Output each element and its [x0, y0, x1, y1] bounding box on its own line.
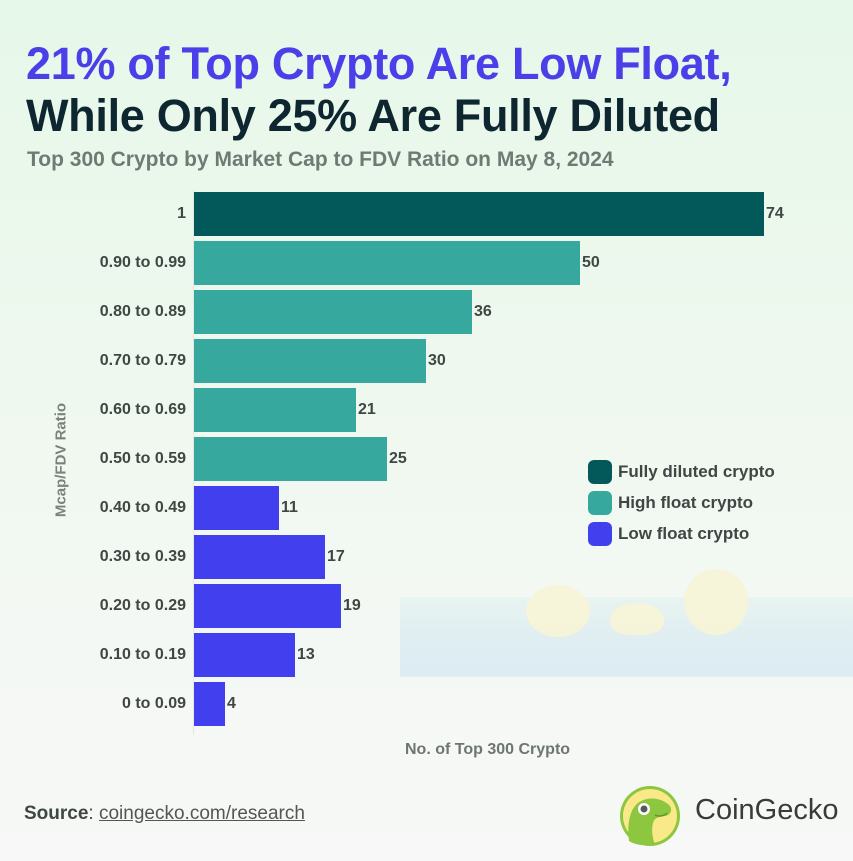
- bar-value: 50: [582, 254, 600, 271]
- bar-low-float: [194, 584, 341, 628]
- bar-row: 0.10 to 0.19 13: [0, 633, 853, 677]
- chart-legend: Fully diluted crypto High float crypto L…: [588, 456, 775, 549]
- bar-value: 17: [327, 548, 345, 565]
- category-label: 0.80 to 0.89: [99, 303, 186, 320]
- source-note: Source: coingecko.com/research: [24, 803, 305, 825]
- legend-item-fully-diluted: Fully diluted crypto: [588, 456, 775, 487]
- legend-swatch: [588, 459, 612, 484]
- category-label: 0.20 to 0.29: [99, 597, 186, 614]
- category-label: 1: [177, 205, 186, 222]
- legend-swatch: [588, 490, 612, 515]
- brand-name: CoinGecko: [695, 794, 839, 826]
- bar-low-float: [194, 633, 295, 677]
- chart-subtitle: Top 300 Crypto by Market Cap to FDV Rati…: [27, 148, 614, 171]
- category-label: 0.10 to 0.19: [99, 646, 186, 663]
- bar-row: 0.90 to 0.99 50: [0, 241, 853, 285]
- bar-value: 36: [474, 303, 492, 320]
- bar-value: 74: [766, 205, 784, 222]
- legend-label: High float crypto: [618, 492, 754, 512]
- coingecko-logo-icon: [620, 786, 680, 846]
- category-label: 0.50 to 0.59: [99, 450, 186, 467]
- bar-fully-diluted: [194, 192, 764, 236]
- bar-value: 19: [343, 597, 361, 614]
- bar-value: 4: [227, 695, 236, 712]
- bar-low-float: [194, 682, 225, 726]
- category-label: 0.40 to 0.49: [99, 499, 186, 516]
- decor-blob: [526, 585, 590, 637]
- bar-row: 0.70 to 0.79 30: [0, 339, 853, 383]
- bar-row: 0.40 to 0.49 11: [0, 486, 853, 530]
- title-line-2: While Only 25% Are Fully Diluted: [26, 90, 720, 141]
- legend-item-high-float: High float crypto: [588, 487, 775, 518]
- bar-high-float: [194, 388, 356, 432]
- bar-high-float: [194, 437, 387, 481]
- legend-item-low-float: Low float crypto: [588, 518, 775, 549]
- legend-label: Low float crypto: [618, 523, 750, 543]
- source-label: Source: [24, 803, 89, 824]
- x-axis-label: No. of Top 300 Crypto: [405, 741, 571, 758]
- decor-blob: [684, 569, 748, 635]
- bar-high-float: [194, 339, 426, 383]
- source-separator: :: [88, 803, 99, 824]
- title-line-1: 21% of Top Crypto Are Low Float,: [26, 38, 732, 89]
- y-axis-line: [193, 190, 194, 735]
- bar-row: 1 74: [0, 192, 853, 236]
- bar-row: 0 to 0.09 4: [0, 682, 853, 726]
- bar-row: 0.20 to 0.29 19: [0, 584, 853, 628]
- bar-low-float: [194, 535, 325, 579]
- bar-value: 21: [358, 401, 376, 418]
- category-label: 0.70 to 0.79: [99, 352, 186, 369]
- bar-high-float: [194, 241, 580, 285]
- category-label: 0.90 to 0.99: [99, 254, 186, 271]
- category-label: 0.60 to 0.69: [99, 401, 186, 418]
- bar-row: 0.60 to 0.69 21: [0, 388, 853, 432]
- category-label: 0 to 0.09: [121, 695, 186, 712]
- bar-value: 30: [428, 352, 446, 369]
- source-link[interactable]: coingecko.com/research: [98, 803, 305, 824]
- bar-value: 25: [389, 450, 407, 467]
- bar-low-float: [194, 486, 279, 530]
- bar-row: 0.50 to 0.59 25: [0, 437, 853, 481]
- bar-row: 0.30 to 0.39 17: [0, 535, 853, 579]
- legend-label: Fully diluted crypto: [618, 461, 775, 481]
- bar-high-float: [194, 290, 472, 334]
- legend-swatch: [588, 521, 612, 546]
- bar-row: 0.80 to 0.89 36: [0, 290, 853, 334]
- decor-blob: [610, 603, 664, 635]
- bar-value: 11: [281, 499, 298, 516]
- bar-value: 13: [297, 646, 315, 663]
- category-label: 0.30 to 0.39: [99, 548, 186, 565]
- background-decoration: [400, 569, 853, 677]
